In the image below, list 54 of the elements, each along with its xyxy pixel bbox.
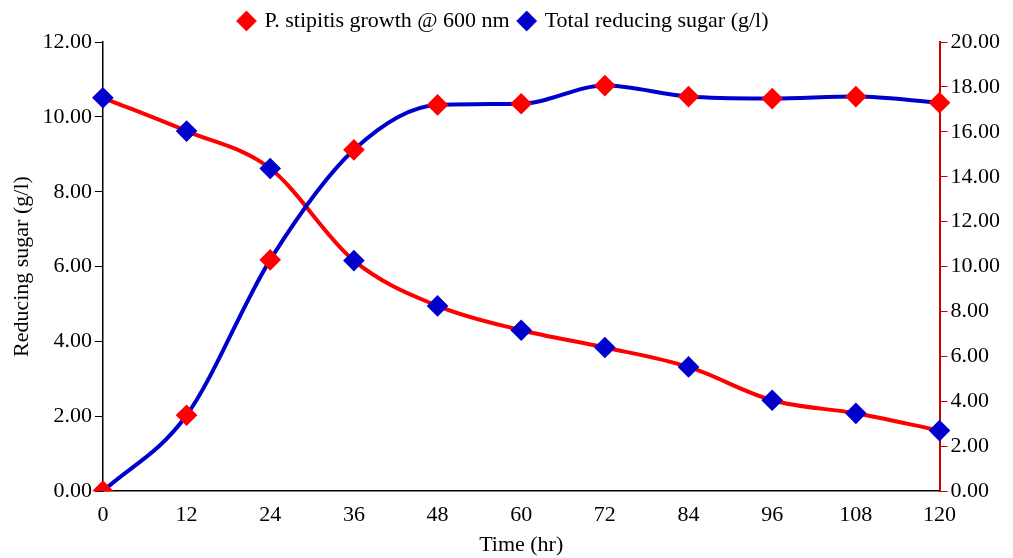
y-tick-label: 10.00 (42, 102, 92, 128)
point (260, 249, 281, 270)
y-tick-label: 8.00 (53, 177, 92, 203)
point (343, 139, 364, 160)
y2-tick-label: 0.00 (950, 476, 989, 502)
legend-label: P. stipitis growth @ 600 nm (264, 6, 510, 32)
point (427, 94, 448, 115)
point (594, 75, 615, 96)
point (678, 356, 699, 377)
y-tick-label: 4.00 (53, 327, 92, 353)
y2-tick-label: 4.00 (950, 387, 989, 413)
y2-tick-label: 12.00 (950, 207, 1000, 233)
point (511, 320, 532, 341)
x-tick-label: 84 (677, 501, 700, 527)
y2-tick-label: 6.00 (950, 342, 989, 368)
y-tick-label: 6.00 (53, 252, 92, 278)
point (92, 87, 113, 108)
y2-tick-label: 2.00 (950, 432, 989, 458)
y2-tick-label: 8.00 (950, 297, 989, 323)
x-tick-label: 36 (342, 501, 365, 527)
point (845, 86, 866, 107)
point (260, 158, 281, 179)
point (427, 295, 448, 316)
y-tick-label: 12.00 (42, 27, 92, 53)
point (594, 337, 615, 358)
point (511, 93, 532, 114)
y-tick-label: 0.00 (53, 476, 92, 502)
y2-tick-label: 10.00 (950, 252, 1000, 278)
y2-tick-label: 16.00 (950, 117, 1000, 143)
point (929, 92, 950, 113)
x-tick-label: 0 (97, 501, 109, 527)
point (176, 405, 197, 426)
x-tick-label: 96 (761, 501, 784, 527)
point (762, 390, 783, 411)
y2-tick-label: 20.00 (950, 27, 1000, 53)
point (678, 86, 699, 107)
y-axis-title: Reducing sugar (g/l) (7, 176, 33, 358)
x-axis-title: Time (hr) (479, 530, 564, 556)
x-tick-label: 120 (923, 501, 956, 527)
y2-tick-label: 14.00 (950, 162, 1000, 188)
legend-label: Total reducing sugar (g/l) (544, 6, 769, 32)
y-tick-label: 2.00 (53, 402, 92, 428)
x-tick-label: 48 (426, 501, 449, 527)
x-tick-label: 108 (839, 501, 873, 527)
x-tick-label: 60 (510, 501, 533, 527)
y2-tick-label: 18.00 (950, 72, 1000, 98)
x-tick-label: 72 (593, 501, 616, 527)
point (762, 88, 783, 109)
point (176, 121, 197, 142)
x-tick-label: 24 (259, 501, 282, 527)
point (845, 403, 866, 424)
point (343, 250, 364, 271)
point (929, 420, 950, 441)
x-tick-label: 12 (175, 501, 198, 527)
